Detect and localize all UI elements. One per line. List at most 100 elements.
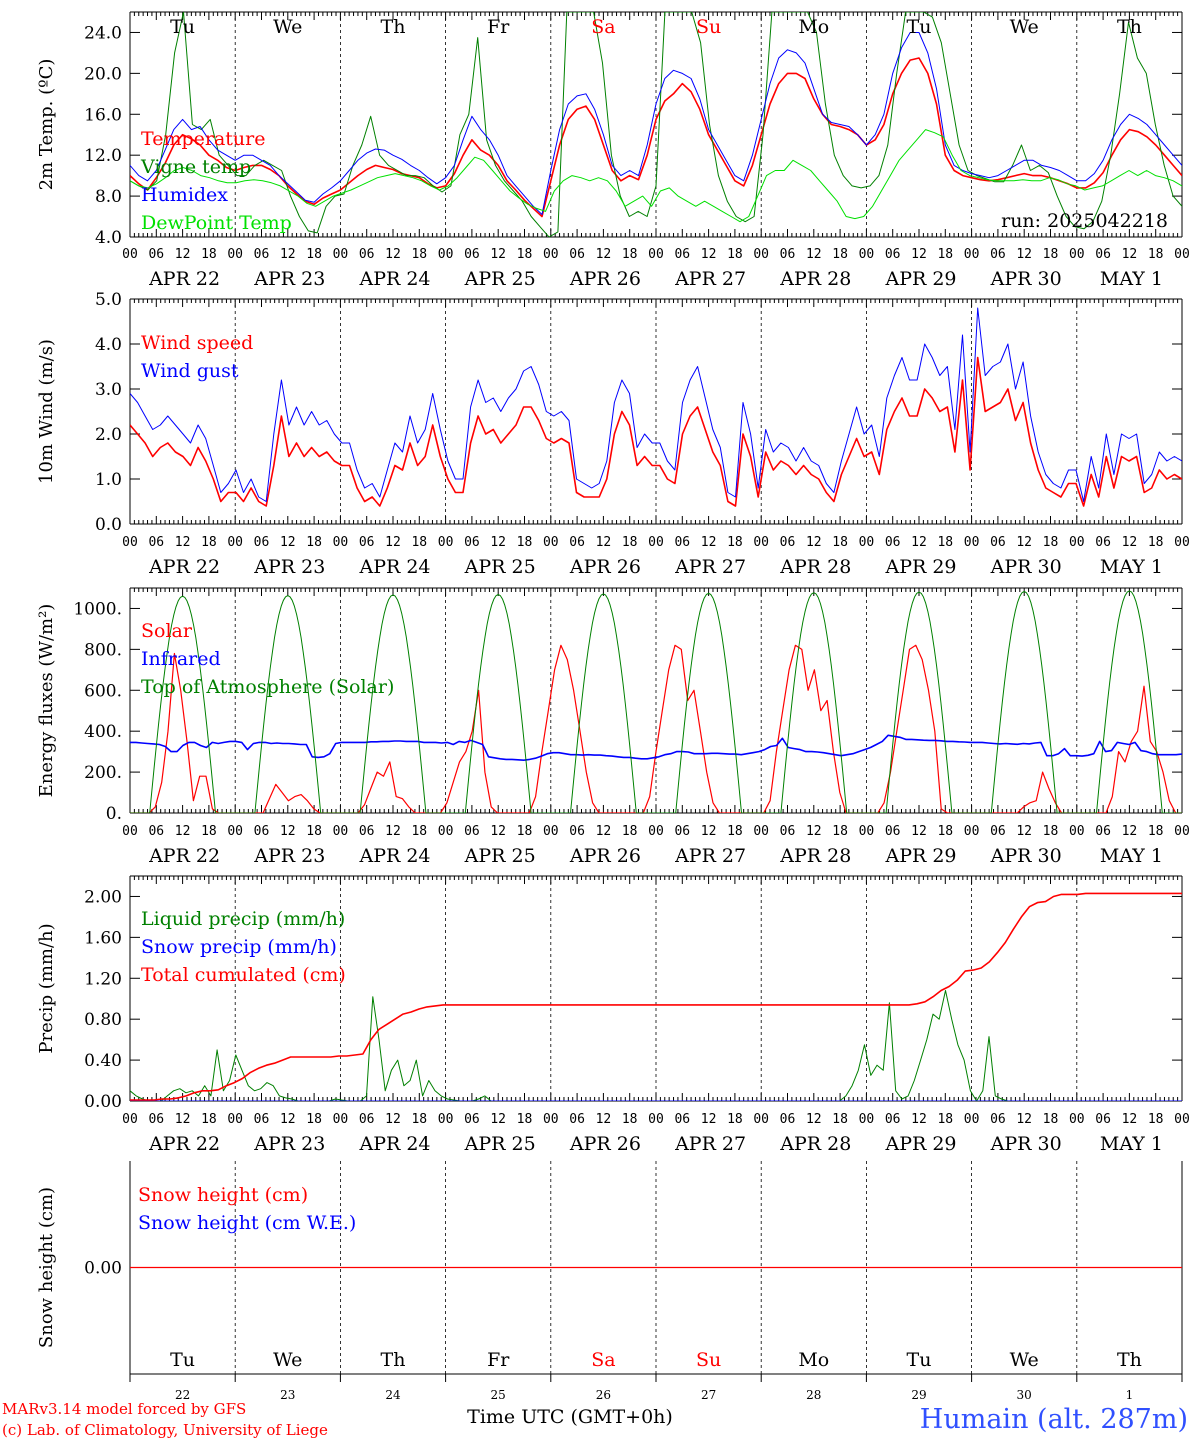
- hour-tick-label: 18: [1043, 1112, 1059, 1127]
- hour-tick-label: 00: [648, 824, 664, 839]
- series-line-humidex: [130, 32, 1182, 215]
- day-number-label: 22: [175, 1388, 190, 1402]
- y-tick-label: 600.: [84, 681, 122, 701]
- weekday-label: Fr: [487, 1349, 510, 1371]
- y-tick-label: 0.00: [84, 1092, 122, 1112]
- weekday-label: We: [273, 1349, 302, 1371]
- weekday-label: We: [1010, 1349, 1039, 1371]
- series-line-vigne-temp: [130, 12, 1182, 237]
- hour-tick-label: 00: [859, 247, 875, 262]
- series-line-wind-gust: [130, 307, 1182, 502]
- hour-tick-label: 06: [359, 824, 375, 839]
- legend-entry: Temperature: [141, 128, 265, 150]
- footer-lab-credit: (c) Lab. of Climatology, University of L…: [2, 1421, 328, 1439]
- y-tick-label: 16.0: [84, 105, 122, 125]
- hour-tick-label: 18: [832, 1112, 848, 1127]
- hour-tick-label: 00: [1174, 824, 1190, 839]
- y-tick-label: 4.0: [95, 228, 122, 248]
- hour-tick-label: 00: [648, 535, 664, 550]
- weekday-label: Sa: [591, 16, 615, 38]
- series-group: [130, 12, 1182, 237]
- weekday-label: Su: [696, 16, 721, 38]
- date-label: APR 30: [990, 1133, 1062, 1155]
- y-tick-label: 8.0: [95, 187, 122, 207]
- hour-tick-label: 06: [254, 247, 270, 262]
- hour-tick-label: 06: [254, 535, 270, 550]
- hour-tick-label: 18: [727, 824, 743, 839]
- hour-tick-label: 00: [122, 1112, 138, 1127]
- hour-tick-label: 06: [990, 535, 1006, 550]
- weekday-label: Mo: [798, 16, 829, 38]
- date-label: MAY 1: [1100, 556, 1163, 578]
- series-group: [130, 307, 1182, 507]
- y-tick-label: 12.0: [84, 146, 122, 166]
- y-tick-label: 800.: [84, 640, 122, 660]
- hour-tick-label: 18: [937, 1112, 953, 1127]
- hour-tick-label: 00: [753, 824, 769, 839]
- date-label: MAY 1: [1100, 845, 1163, 867]
- hour-tick-label: 00: [859, 535, 875, 550]
- hour-tick-label: 00: [1174, 1112, 1190, 1127]
- hour-tick-label: 06: [674, 535, 690, 550]
- hour-tick-label: 00: [648, 247, 664, 262]
- hour-tick-label: 12: [490, 247, 506, 262]
- series-group: [130, 590, 1182, 813]
- weekday-label: Th: [381, 1349, 406, 1371]
- hour-tick-label: 06: [780, 1112, 796, 1127]
- series-group: [130, 892, 1182, 1101]
- hour-tick-label: 18: [727, 247, 743, 262]
- hour-tick-label: 06: [885, 535, 901, 550]
- hour-tick-label: 06: [569, 535, 585, 550]
- date-label: APR 28: [779, 556, 851, 578]
- hour-tick-label: 18: [411, 1112, 427, 1127]
- hour-tick-label: 00: [964, 535, 980, 550]
- hour-tick-label: 06: [1095, 824, 1111, 839]
- legend-entry: Top of Atmosphere (Solar): [141, 676, 394, 698]
- date-label: APR 29: [884, 845, 956, 867]
- date-label: APR 24: [358, 268, 430, 290]
- y-tick-label: 3.0: [95, 380, 122, 400]
- series-line-total-cumulated-cm: [130, 892, 1182, 1101]
- hour-tick-label: 18: [1043, 824, 1059, 839]
- hour-tick-label: 12: [280, 535, 296, 550]
- series-line-dewpoint-temp: [130, 129, 1182, 223]
- hour-tick-label: 06: [569, 824, 585, 839]
- hour-tick-label: 12: [701, 535, 717, 550]
- hour-tick-label: 00: [543, 247, 559, 262]
- date-label: APR 24: [358, 1133, 430, 1155]
- weekday-label: Fr: [487, 16, 510, 38]
- hour-tick-label: 18: [1148, 535, 1164, 550]
- hour-tick-label: 18: [1148, 247, 1164, 262]
- weekday-label: We: [1010, 16, 1039, 38]
- hour-tick-label: 06: [569, 247, 585, 262]
- hour-tick-label: 12: [280, 1112, 296, 1127]
- legend-entry: Liquid precip (mm/h): [141, 908, 345, 930]
- date-label: APR 28: [779, 1133, 851, 1155]
- hour-tick-label: 06: [990, 1112, 1006, 1127]
- y-tick-label: 0.00: [84, 1259, 122, 1279]
- hour-tick-label: 18: [622, 824, 638, 839]
- y-tick-label: 5.0: [95, 290, 122, 310]
- series-line-top-of-atmosphere-solar: [130, 590, 1182, 813]
- y-tick-label: 200.: [84, 763, 122, 783]
- date-label: APR 27: [674, 556, 746, 578]
- hour-tick-label: 12: [1016, 1112, 1032, 1127]
- hour-tick-label: 12: [385, 824, 401, 839]
- x-axis-label: Time UTC (GMT+0h): [467, 1406, 673, 1428]
- hour-tick-label: 12: [175, 535, 191, 550]
- hour-tick-label: 06: [885, 1112, 901, 1127]
- date-label: APR 25: [464, 556, 536, 578]
- y-tick-label: 24.0: [84, 23, 122, 43]
- hour-tick-label: 18: [937, 824, 953, 839]
- hour-tick-label: 18: [517, 535, 533, 550]
- hour-tick-label: 12: [280, 247, 296, 262]
- hour-tick-label: 18: [937, 535, 953, 550]
- hour-tick-label: 00: [1069, 1112, 1085, 1127]
- y-tick-label: 0.40: [84, 1051, 122, 1071]
- panel-energy: 0. 200. 400. 600. 800. 1000. Energy fluxes (W/…: [36, 587, 1190, 867]
- hour-tick-label: 18: [201, 824, 217, 839]
- date-label: APR 30: [990, 268, 1062, 290]
- weekday-label: Tu: [170, 16, 195, 38]
- hour-tick-label: 06: [464, 824, 480, 839]
- day-number-label: 28: [806, 1388, 821, 1402]
